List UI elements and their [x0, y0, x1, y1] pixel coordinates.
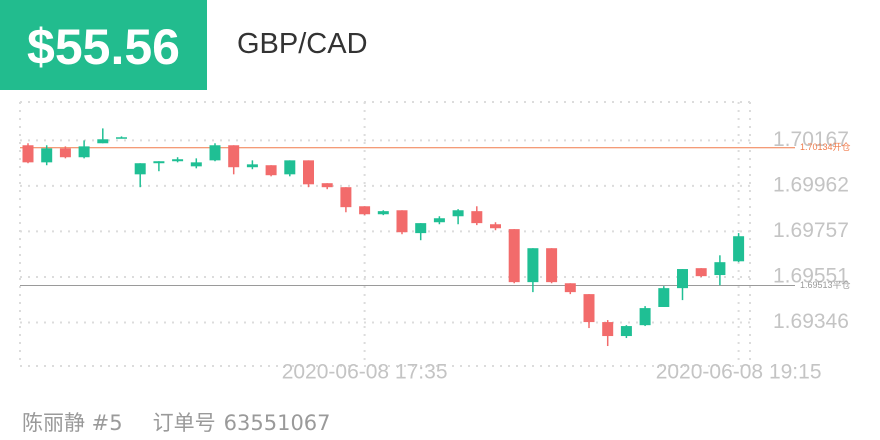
y-tick-label: 1.69757: [773, 219, 849, 242]
candle-body: [78, 146, 90, 158]
candle-body: [303, 160, 314, 185]
candle-body: [59, 148, 71, 158]
candle-body: [340, 187, 352, 208]
order-label: 订单号: [152, 411, 216, 435]
candle-body: [508, 229, 520, 283]
order-id: 63551067: [223, 411, 331, 435]
candle-body: [116, 137, 127, 139]
trader-name: 陈丽静 #5: [22, 411, 123, 435]
candle-body: [134, 163, 146, 175]
currency-pair: GBP/CAD: [237, 28, 368, 60]
price-badge: $55.56: [0, 0, 207, 90]
candle-body: [620, 326, 632, 337]
candle-body: [172, 159, 184, 162]
candle-body: [265, 165, 277, 176]
candle-body: [246, 164, 258, 168]
candle-body: [527, 248, 539, 283]
candle-body: [452, 210, 464, 217]
candle-body: [153, 161, 165, 164]
candle-body: [564, 283, 576, 293]
candle-body: [415, 223, 427, 234]
price: $55.56: [27, 19, 180, 75]
y-tick-label: 1.69551: [773, 265, 849, 288]
candle-body: [714, 262, 726, 276]
x-tick-label: 2020-06-08 19:15: [656, 361, 822, 384]
candle-body: [228, 145, 240, 168]
candle-body: [677, 269, 688, 289]
y-tick-label: 1.69962: [773, 173, 849, 196]
y-tick-label: 1.69346: [773, 310, 849, 333]
candle-body: [97, 139, 109, 144]
candle-body: [583, 294, 595, 323]
candle-body: [190, 162, 202, 167]
reference-label: 1.69513平仓: [800, 279, 851, 290]
candle-body: [546, 248, 558, 283]
candle-body: [471, 211, 483, 224]
order-number: 订单号 63551067: [153, 411, 361, 435]
candle-body: [695, 268, 707, 277]
candle-body: [377, 211, 389, 215]
candle-body: [41, 148, 53, 163]
candle-body: [733, 236, 745, 262]
candle-body: [658, 288, 670, 307]
candle-body: [433, 218, 445, 223]
candle-body: [359, 206, 371, 215]
candle-body: [209, 145, 221, 161]
y-tick-label: 1.70167: [773, 128, 849, 151]
candle-body: [321, 183, 333, 188]
candle-body: [602, 322, 614, 337]
footer: 陈丽静 #5 订单号 63551067: [22, 407, 391, 437]
candle-body: [639, 308, 651, 326]
candle-body: [22, 145, 34, 163]
reference-label: 1.70134开仓: [800, 141, 851, 152]
candle-body: [284, 160, 296, 175]
candle-body: [396, 210, 408, 233]
candlestick-chart: 1.70167 1.69962 1.69757 1.69551 1.69346 2020-…: [19, 101, 851, 384]
x-tick-label: 2020-06-08 17:35: [282, 361, 448, 384]
candle-body: [490, 224, 501, 229]
